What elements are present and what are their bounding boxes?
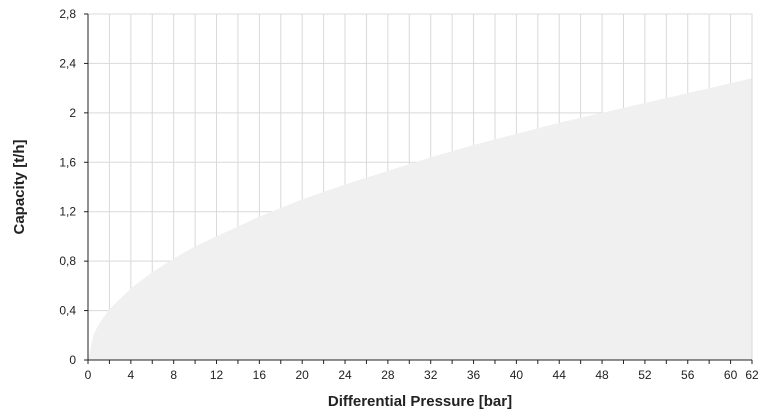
y-tick-label: 0,4 — [59, 304, 76, 318]
y-tick-label: 2,4 — [59, 56, 76, 70]
x-tick-label: 56 — [681, 368, 695, 382]
x-tick-label: 44 — [553, 368, 567, 382]
x-tick-label: 16 — [253, 368, 267, 382]
axes — [84, 13, 753, 364]
x-tick-label: 36 — [467, 368, 481, 382]
y-tick-label: 2,8 — [59, 7, 76, 21]
x-tick-label: 20 — [296, 368, 310, 382]
y-tick-label: 0 — [69, 353, 76, 367]
y-tick-label: 1,6 — [59, 155, 76, 169]
x-tick-label: 62 — [745, 368, 759, 382]
x-tick-label: 12 — [210, 368, 224, 382]
x-tick-label: 8 — [170, 368, 177, 382]
x-tick-label: 40 — [510, 368, 524, 382]
x-tick-label: 60 — [724, 368, 738, 382]
y-tick-label: 2 — [69, 106, 76, 120]
capacity-area — [88, 78, 752, 360]
x-tick-label: 48 — [595, 368, 609, 382]
x-tick-labels: 0 4 8 12 16 20 24 28 32 36 40 44 48 52 56 60 62 — [85, 368, 759, 382]
x-tick-label: 0 — [85, 368, 92, 382]
x-tick-label: 28 — [381, 368, 395, 382]
y-tick-label: 1,2 — [59, 205, 76, 219]
x-axis-title: Differential Pressure [bar] — [328, 393, 512, 410]
y-axis-title: Capacity [t/h] — [11, 139, 28, 234]
x-tick-label: 32 — [424, 368, 438, 382]
x-tick-label: 24 — [338, 368, 352, 382]
x-tick-label: 52 — [638, 368, 652, 382]
y-tick-label: 0,8 — [59, 254, 76, 268]
x-tick-label: 4 — [127, 368, 134, 382]
y-tick-labels: 0 0,4 0,8 1,2 1,6 2 2,4 2,8 — [59, 7, 76, 367]
